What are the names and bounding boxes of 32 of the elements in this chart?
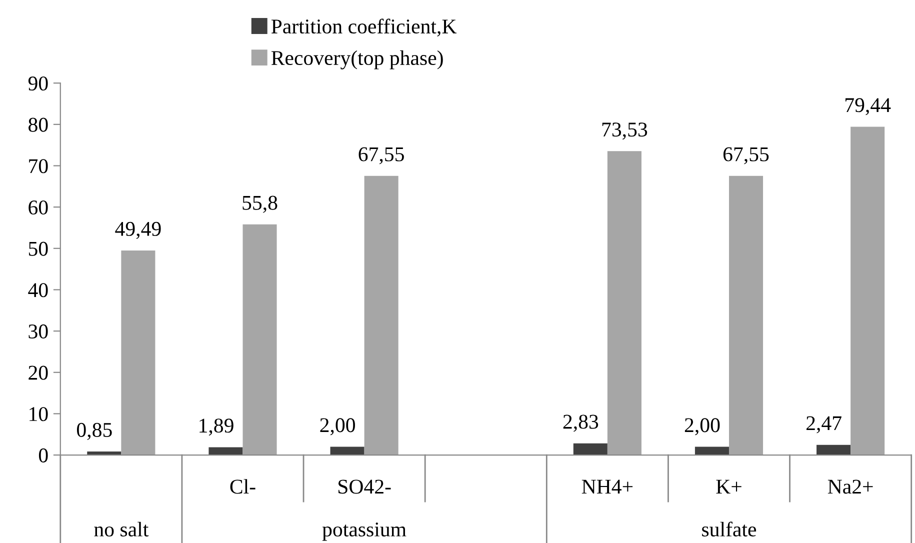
data-label: 2,00 xyxy=(684,418,720,436)
text: no salt xyxy=(94,522,149,536)
x-tick-label: Cl- xyxy=(230,479,256,494)
legend-label: Partition coefficient,K xyxy=(271,18,457,37)
data-label: 67,55 xyxy=(723,147,769,164)
y-tick-label: 90 xyxy=(28,76,48,91)
text: potassium xyxy=(322,522,406,541)
data-label: 49,49 xyxy=(115,222,161,239)
y-tick-label: 50 xyxy=(28,242,48,256)
x-tick-label: SO42- xyxy=(338,480,391,494)
data-label: 1,89 xyxy=(200,418,234,436)
y-tick-label: 20 xyxy=(28,366,48,380)
data-label: 0,85 xyxy=(76,422,112,440)
data-label: 2,47 xyxy=(806,416,842,434)
x-tick-label: Na2+ xyxy=(828,480,873,494)
data-label: 2,00 xyxy=(320,418,355,436)
y-tick-label: 80 xyxy=(28,118,48,132)
y-tick-label: 40 xyxy=(28,283,48,298)
data-label: 55,8 xyxy=(242,196,278,213)
y-tick-label: 30 xyxy=(28,324,48,338)
y-tick-label: 0 xyxy=(38,448,48,462)
text: sulfate xyxy=(702,522,756,536)
data-label: 2,83 xyxy=(563,414,598,432)
legend-label: Recovery(top phase) xyxy=(271,50,443,70)
y-tick-label: 10 xyxy=(30,407,48,422)
x-tick-label: K+ xyxy=(716,480,742,494)
data-label: 79,44 xyxy=(846,98,891,116)
data-label: 67,55 xyxy=(358,147,404,164)
y-tick-label: 70 xyxy=(29,159,48,174)
y-tick-label: 60 xyxy=(28,200,48,214)
data-label: 73,53 xyxy=(602,122,648,140)
x-tick-label: NH4+ xyxy=(582,480,633,494)
